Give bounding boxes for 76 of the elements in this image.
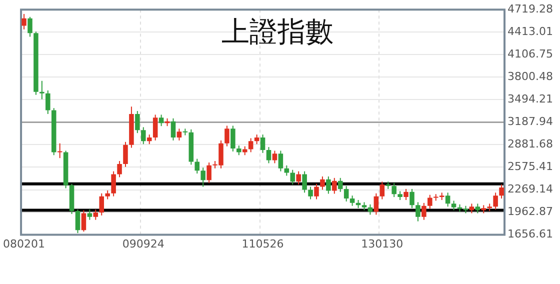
candlestick [475, 203, 480, 214]
candlestick [170, 118, 176, 141]
candlestick [158, 114, 164, 127]
candlestick [308, 186, 313, 200]
y-tick-label: 2575.41 [508, 160, 554, 174]
candlestick [499, 184, 504, 200]
candlestick [46, 90, 50, 114]
candlestick [135, 110, 140, 134]
x-tick-label: 080201 [3, 237, 46, 250]
candlestick [416, 202, 420, 222]
candlestick [146, 134, 152, 145]
x-tick-label: 110526 [242, 237, 284, 250]
candlestick [176, 128, 182, 141]
candlestick [320, 176, 325, 190]
candlestick [75, 209, 80, 234]
candlestick [99, 192, 104, 216]
y-tick-label: 4106.75 [508, 48, 554, 60]
candlestick [272, 150, 278, 164]
candlestick [194, 158, 200, 174]
candlestick [422, 202, 426, 220]
candlestick [236, 145, 242, 156]
candlestick [260, 134, 266, 154]
candlestick [230, 125, 236, 152]
candlestick [123, 141, 128, 168]
candlestick [326, 176, 331, 194]
candlestick [296, 170, 301, 186]
candlestick [141, 126, 146, 145]
y-tick-label: 2881.68 [508, 138, 554, 151]
candlestick [28, 16, 32, 38]
x-tick-label: 090924 [122, 237, 164, 250]
y-tick-label: 1962.87 [508, 205, 554, 218]
candlestick [22, 13, 26, 30]
candlestick [380, 181, 385, 200]
candlestick [350, 195, 355, 206]
candlestick [278, 150, 284, 172]
candlestick [332, 177, 337, 194]
candlestick [314, 183, 319, 200]
y-tick-label: 4413.01 [508, 24, 554, 38]
candlestick [254, 134, 260, 145]
candlestick [344, 186, 349, 202]
candlestick [428, 194, 432, 210]
candlestick [266, 146, 272, 164]
y-tick-label: 2269.14 [508, 182, 554, 196]
y-tick-label: 1656.61 [508, 228, 554, 241]
candlestick [81, 210, 86, 232]
candlestick [368, 204, 373, 216]
candlestick [469, 203, 474, 214]
candlestick [111, 170, 116, 197]
candlestick [57, 142, 62, 159]
candlestick [182, 128, 188, 136]
candlestick [200, 167, 206, 188]
candlestick [404, 188, 408, 200]
candlestick [451, 200, 456, 211]
candlestick [493, 192, 498, 210]
candlestick [206, 162, 212, 184]
y-tick-label: 3187.94 [508, 115, 554, 128]
y-tick-label: 3494.21 [508, 92, 554, 106]
candlestick [374, 192, 379, 216]
candlestick [392, 182, 396, 198]
candlestick [117, 160, 122, 178]
candlestick [410, 188, 414, 209]
candlestick [87, 209, 92, 220]
candlestick [40, 80, 44, 100]
y-tick-label: 3800.48 [508, 70, 554, 84]
candlestick [284, 164, 290, 176]
candlestick [302, 170, 307, 194]
candlestick [93, 209, 98, 220]
chart-title: 上證指數 [221, 14, 334, 48]
candlestick [152, 114, 158, 141]
x-tick-label: 130130 [361, 237, 404, 250]
y-tick-label: 4719.28 [508, 2, 554, 16]
candlestick [290, 169, 296, 186]
candlestick [338, 177, 343, 192]
candlestick [224, 125, 230, 147]
candlestick [248, 138, 254, 153]
candlestick [445, 192, 450, 208]
